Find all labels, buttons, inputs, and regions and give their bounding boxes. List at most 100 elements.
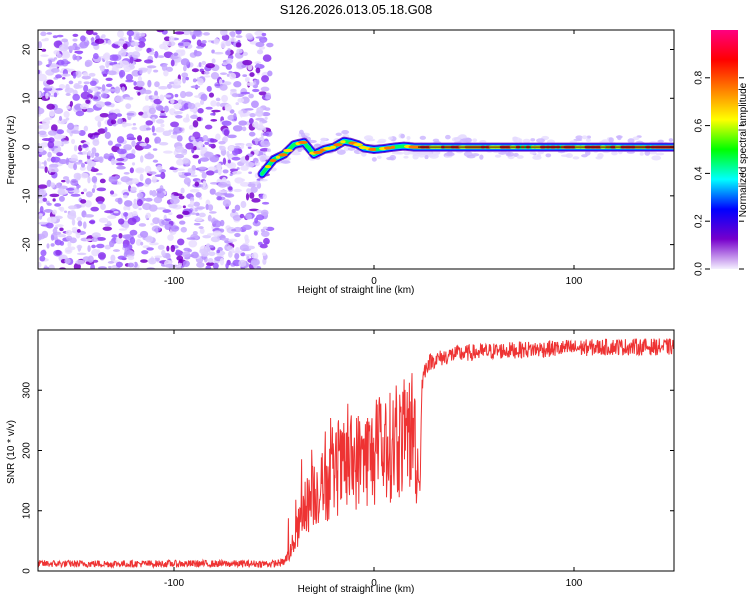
noise-speckle (58, 134, 66, 139)
noise-speckle (244, 234, 249, 241)
noise-speckle (229, 31, 236, 37)
noise-speckle (62, 176, 70, 180)
noise-speckle (163, 94, 172, 98)
noise-speckle (258, 91, 267, 96)
ridge-peak (383, 146, 393, 150)
noise-speckle (147, 79, 152, 88)
noise-speckle (242, 126, 247, 132)
ridge-halo (668, 138, 674, 142)
noise-speckle (253, 230, 258, 236)
noise-speckle (264, 107, 271, 111)
noise-speckle (190, 31, 194, 36)
noise-speckle (82, 150, 88, 155)
noise-speckle (141, 250, 149, 255)
noise-speckle (148, 171, 157, 175)
colorbar-tick-label: 0.2 (694, 214, 705, 228)
noise-speckle (177, 42, 185, 46)
noise-speckle (212, 230, 222, 237)
noise-speckle (77, 80, 82, 85)
noise-speckle (197, 140, 204, 149)
ridge-halo (617, 135, 622, 141)
noise-speckle (195, 192, 202, 198)
noise-speckle (260, 86, 270, 92)
noise-speckle (239, 213, 245, 219)
noise-speckle (138, 37, 147, 43)
noise-speckle (40, 142, 49, 148)
y-tick-label: 0 (22, 144, 33, 150)
noise-speckle (90, 152, 95, 159)
noise-speckle (219, 84, 228, 91)
noise-speckle (186, 237, 196, 240)
ridge-halo (347, 147, 356, 151)
noise-speckle (170, 225, 180, 232)
noise-speckle (64, 257, 71, 265)
noise-speckle (239, 244, 249, 252)
noise-speckle (208, 211, 217, 214)
noise-speckle (226, 150, 230, 158)
noise-speckle (248, 208, 259, 212)
noise-speckle (168, 129, 174, 133)
noise-speckle (229, 168, 239, 172)
noise-speckle (38, 261, 42, 268)
noise-speckle (129, 236, 136, 245)
noise-speckle (198, 226, 204, 229)
noise-speckle (185, 76, 189, 81)
noise-speckle (260, 140, 271, 148)
noise-speckle (75, 259, 85, 265)
noise-speckle (265, 92, 272, 100)
noise-speckle (95, 196, 105, 204)
noise-speckle (126, 133, 135, 140)
noise-speckle (139, 173, 144, 182)
noise-speckle (117, 255, 126, 260)
noise-speckle (129, 56, 134, 64)
noise-speckle (252, 121, 259, 128)
noise-speckle (108, 88, 118, 92)
noise-speckle (154, 51, 159, 59)
noise-speckle (213, 170, 219, 174)
noise-speckle (229, 109, 235, 114)
ridge-halo (572, 156, 580, 160)
y-tick-label: 300 (22, 381, 33, 398)
noise-speckle (109, 240, 115, 248)
noise-speckle (39, 255, 46, 262)
colorbar: 0.0 0.2 0.4 0.6 0.8 Normalized spectral ampl… (694, 30, 749, 276)
noise-speckle (40, 249, 47, 257)
noise-speckle (85, 191, 93, 198)
y-tick-label: 200 (22, 442, 33, 459)
noise-speckle (99, 178, 106, 184)
noise-speckle (38, 184, 48, 189)
noise-speckle (123, 200, 133, 207)
noise-speckle (182, 210, 190, 215)
ridge-halo (412, 151, 417, 157)
noise-speckle (102, 73, 107, 77)
noise-speckle (183, 247, 191, 252)
noise-speckle (131, 162, 136, 166)
noise-speckle (261, 75, 269, 83)
noise-speckle (218, 189, 229, 193)
noise-speckle (61, 77, 66, 80)
noise-speckle (71, 218, 76, 226)
spectrogram-y-label: Frequency (Hz) (6, 116, 17, 185)
noise-speckle (95, 172, 103, 176)
noise-speckle (127, 255, 135, 261)
noise-speckle (188, 124, 194, 130)
noise-speckle (231, 248, 235, 254)
noise-speckle (103, 153, 110, 160)
noise-speckle (235, 30, 242, 35)
ridge-halo (471, 153, 480, 157)
noise-speckle (48, 264, 55, 269)
noise-speckle (87, 176, 91, 184)
noise-speckle (80, 163, 86, 168)
y-tick-label: 100 (22, 502, 33, 519)
noise-speckle (196, 116, 202, 122)
noise-speckle (260, 228, 266, 233)
noise-speckle (225, 262, 229, 269)
noise-speckle (68, 158, 79, 162)
noise-speckle (105, 60, 110, 68)
noise-speckle (104, 210, 114, 214)
noise-speckle (130, 41, 140, 47)
noise-speckle (118, 228, 128, 231)
noise-speckle (228, 145, 235, 152)
noise-speckle (205, 203, 209, 211)
ridge-halo (595, 156, 603, 160)
